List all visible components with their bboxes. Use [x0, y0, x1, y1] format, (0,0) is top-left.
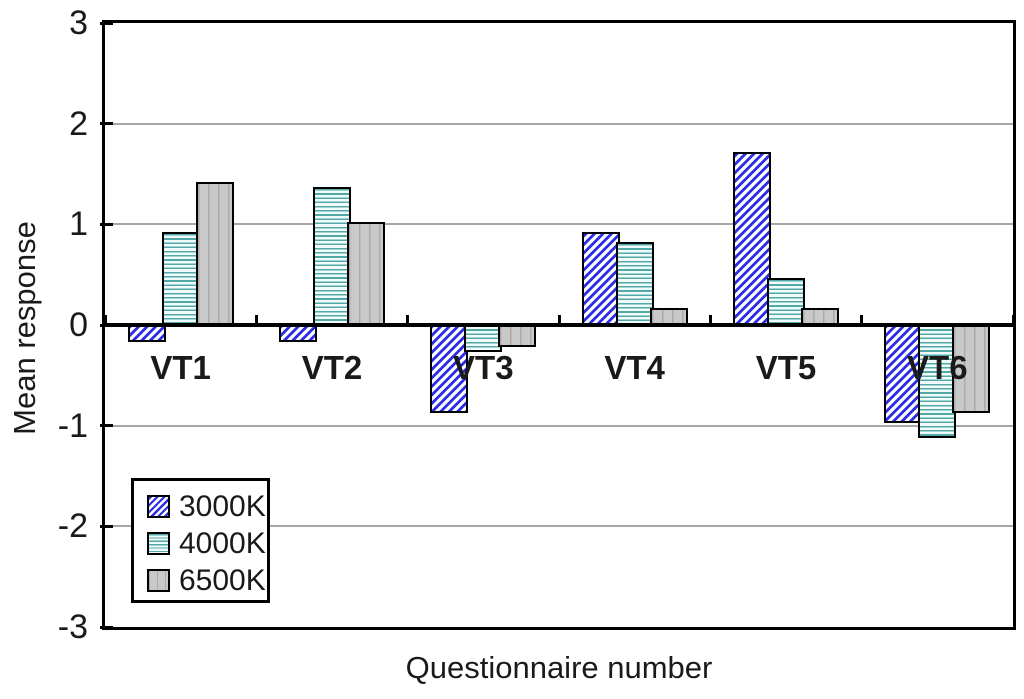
category-label: VT1 — [150, 349, 211, 386]
legend-label: 4000K — [179, 527, 266, 560]
legend: 3000K 4000K 6500K — [131, 478, 270, 603]
y-axis-tick-label: -2 — [57, 507, 88, 546]
y-axis-tick-label: -1 — [57, 406, 88, 445]
legend-item: 6500K — [134, 562, 267, 599]
category-axis-tick — [254, 315, 258, 325]
legend-swatch-icon — [147, 495, 170, 518]
bar — [313, 187, 351, 327]
bar — [767, 277, 805, 327]
bar — [430, 323, 469, 413]
category-axis-tick — [406, 315, 410, 325]
gridline — [105, 525, 1013, 528]
bar — [733, 151, 771, 327]
bar — [195, 182, 234, 327]
bar — [464, 323, 503, 353]
legend-swatch-icon — [147, 532, 170, 555]
x-axis-title: Questionnaire number — [405, 650, 713, 685]
bar — [498, 323, 537, 348]
category-label: VT4 — [604, 349, 665, 386]
y-axis-tick-label: 3 — [69, 4, 88, 42]
category-label: VT5 — [755, 349, 817, 386]
gridline — [105, 122, 1013, 125]
legend-item: 3000K — [134, 488, 267, 525]
category-axis-tick — [860, 315, 864, 325]
gridline — [105, 223, 1013, 226]
category-axis-tick — [103, 315, 107, 325]
bar — [161, 232, 200, 327]
bar — [581, 232, 620, 327]
category-axis-tick — [708, 315, 712, 325]
bar — [884, 323, 923, 423]
y-axis-tick — [100, 122, 113, 126]
category-axis-tick — [557, 315, 561, 325]
y-axis-tick — [100, 222, 113, 226]
bar — [615, 242, 654, 327]
bar — [952, 323, 991, 413]
y-axis-tick-label: 1 — [69, 205, 88, 244]
gridline — [105, 424, 1013, 427]
y-axis-tick-label: 2 — [69, 104, 88, 143]
zero-axis-line — [105, 323, 1013, 327]
category-axis-tick — [1011, 315, 1015, 325]
y-axis-tick — [100, 21, 113, 25]
y-axis-tick — [100, 424, 113, 428]
bar — [347, 222, 385, 327]
legend-label: 6500K — [179, 564, 266, 597]
y-axis-tick-label: 0 — [69, 306, 88, 344]
y-axis-tick-label: -3 — [57, 608, 88, 646]
category-label: VT2 — [301, 349, 363, 386]
legend-swatch-icon — [147, 569, 170, 592]
category-label: VT6 — [907, 349, 968, 386]
y-axis-tick — [100, 524, 113, 528]
legend-item: 4000K — [134, 525, 267, 562]
y-axis-tick — [100, 625, 113, 629]
y-axis-tick — [100, 323, 113, 327]
legend-label: 3000K — [179, 490, 266, 523]
category-label: VT3 — [453, 349, 514, 386]
